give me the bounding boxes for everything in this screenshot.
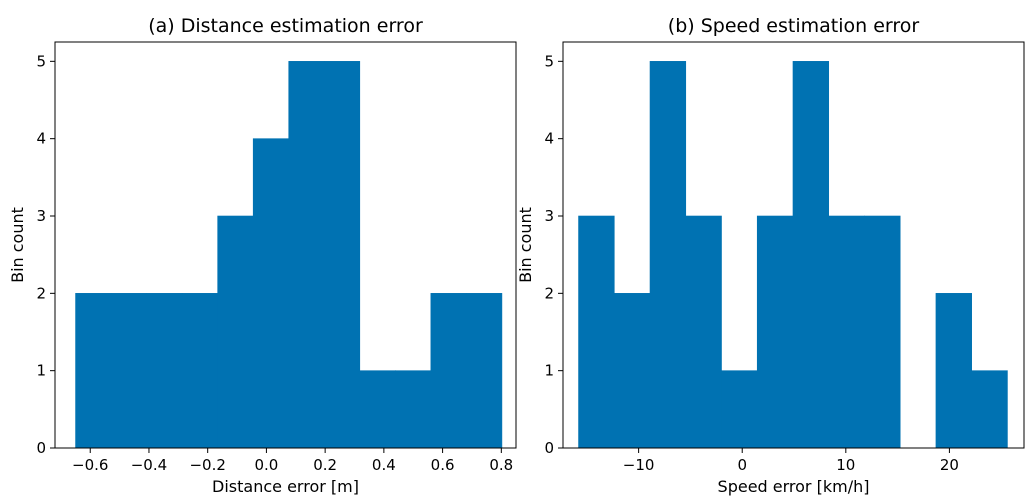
x-tick-label: 0.0: [254, 456, 278, 474]
chart-title: (b) Speed estimation error: [668, 15, 920, 37]
histogram-bar: [578, 215, 615, 449]
x-tick-label: 0.8: [489, 456, 513, 474]
histogram-bar: [649, 61, 687, 449]
histogram-bar: [828, 215, 865, 449]
x-tick-label: −0.4: [131, 456, 167, 474]
y-tick-label: 1: [544, 362, 554, 380]
y-tick-label: 3: [544, 207, 554, 225]
speed-error-histogram: −10 0 10 20 0 1 2 3 4 5 (b) Speed estimation error…: [516, 15, 1025, 496]
x-tick-label: 20: [940, 456, 959, 474]
histogram-bar: [613, 293, 651, 449]
histogram-bar: [395, 370, 432, 449]
histogram-bar: [110, 293, 147, 449]
y-tick-label: 3: [36, 207, 46, 225]
histogram-bar: [466, 293, 503, 449]
x-axis-label: Speed error [km/h]: [718, 477, 870, 496]
axes-frame: [54, 41, 517, 449]
y-axis-label: Bin count: [8, 207, 27, 283]
y-tick-label: 0: [544, 439, 554, 457]
y-tick-label: 4: [544, 130, 554, 148]
y-tick-label: 5: [544, 52, 554, 70]
x-axis-label: Distance error [m]: [212, 477, 359, 496]
y-tick-label: 4: [36, 130, 46, 148]
y-tick-label: 0: [36, 439, 46, 457]
x-tick-label: −0.2: [189, 456, 225, 474]
y-tick-label: 2: [544, 284, 554, 302]
x-tick-label: 0: [737, 456, 747, 474]
histogram-bar: [935, 293, 972, 449]
x-tick-label: −0.6: [72, 456, 108, 474]
axes-frame: [562, 41, 1025, 449]
y-tick-label: 1: [36, 362, 46, 380]
distance-error-histogram: −0.6 −0.4 −0.2 0.0 0.2 0.4 0.6 0.8 0 1 2 3 4 5 (a) Dis…: [8, 15, 517, 496]
y-tick-label: 5: [36, 52, 46, 70]
histogram-bar: [756, 215, 794, 449]
histogram-bar: [359, 370, 396, 449]
y-axis-label: Bin count: [516, 207, 535, 283]
histogram-bar: [146, 293, 183, 449]
histogram-bar: [864, 215, 901, 449]
y-tick-label: 2: [36, 284, 46, 302]
histogram-bar: [181, 293, 218, 449]
x-tick-label: −10: [623, 456, 655, 474]
chart-title: (a) Distance estimation error: [148, 15, 423, 37]
histogram-bar: [971, 370, 1008, 449]
x-tick-label: 0.2: [313, 456, 337, 474]
x-tick-label: 10: [836, 456, 855, 474]
histogram-bar: [323, 61, 361, 449]
histogram-bar: [792, 61, 830, 449]
histogram-bar: [288, 61, 325, 449]
histogram-bar: [430, 293, 467, 449]
histogram-bar: [75, 293, 112, 449]
x-tick-label: 0.4: [372, 456, 396, 474]
histogram-bar: [252, 138, 290, 449]
histogram-bar: [217, 215, 254, 449]
x-tick-label: 0.6: [431, 456, 455, 474]
histogram-bar: [685, 215, 722, 449]
histogram-bar: [721, 370, 758, 449]
